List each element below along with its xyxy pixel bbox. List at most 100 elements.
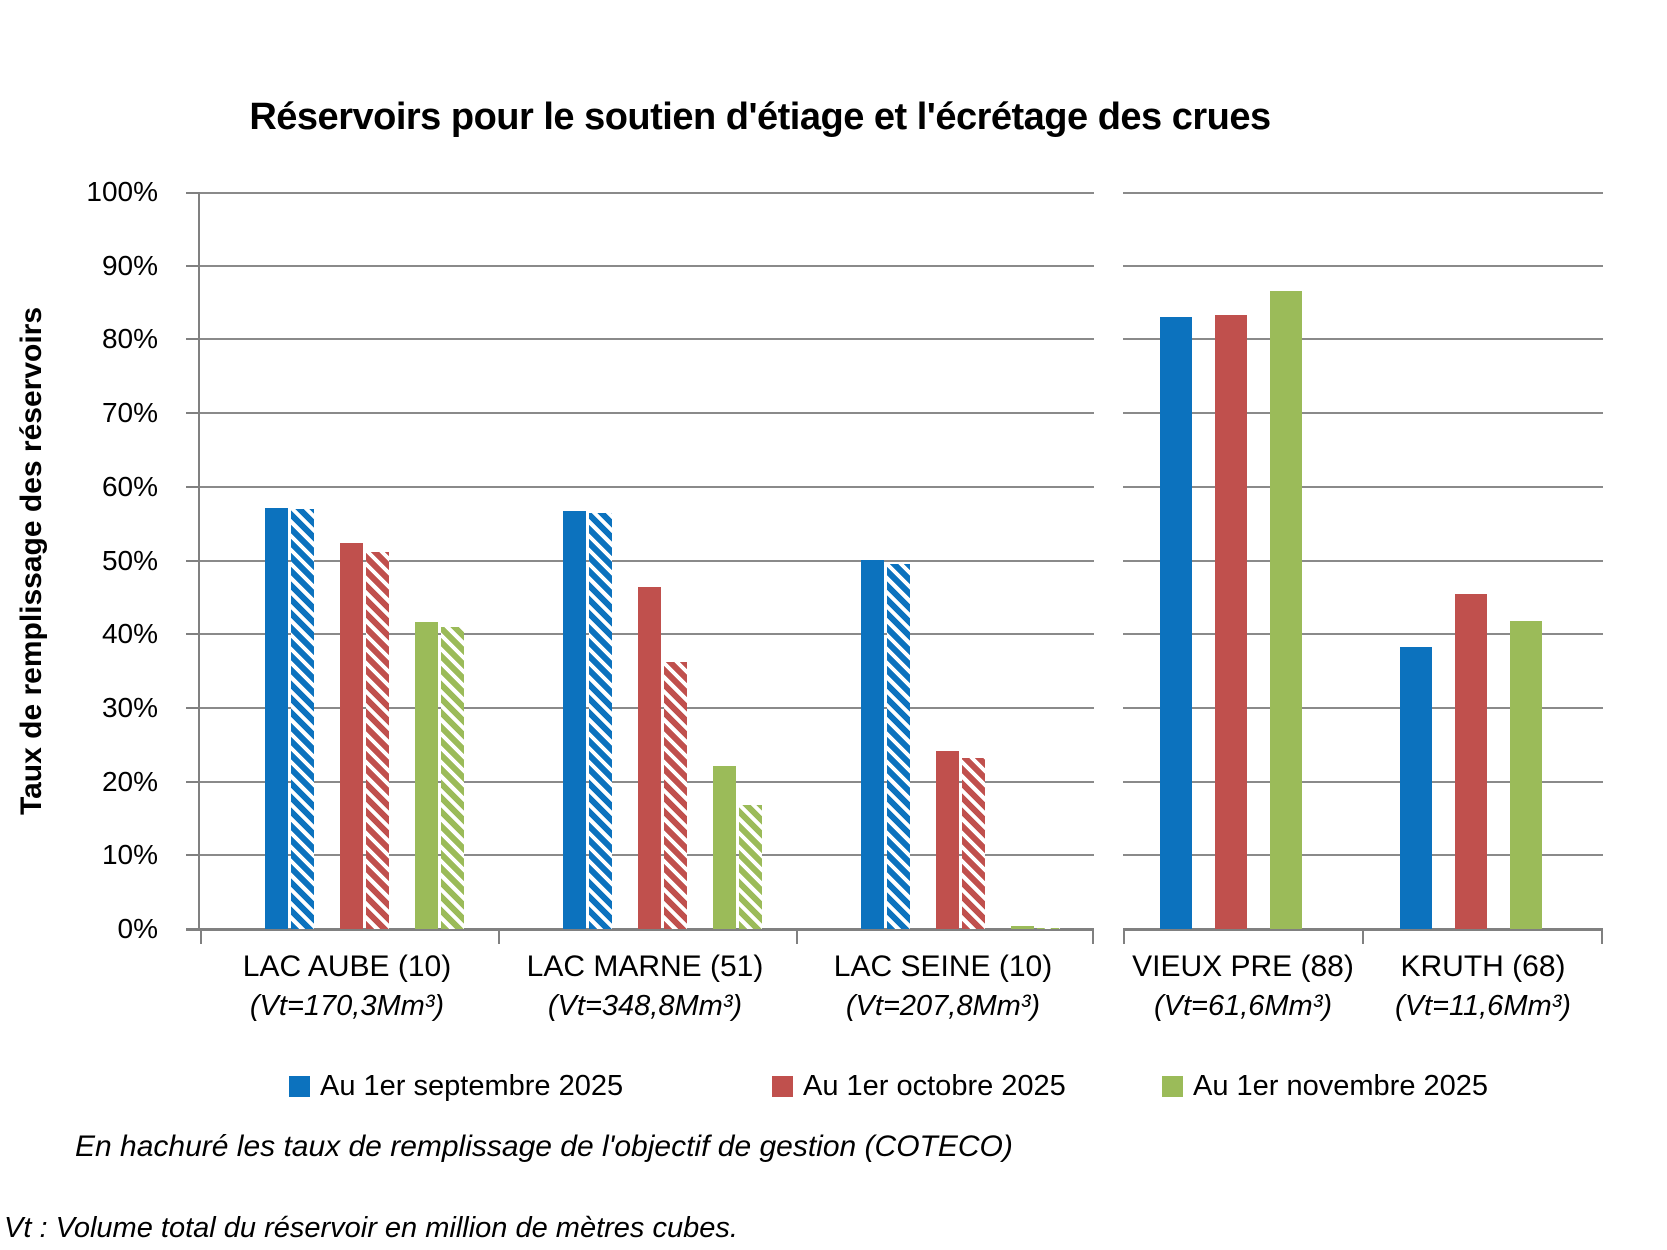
y-axis-tick [186, 485, 198, 488]
y-tick-label: 20% [101, 765, 158, 797]
y-axis-tick [186, 780, 198, 783]
bar-KRUTH (68)-serie1 [1455, 594, 1487, 929]
gridline [1123, 780, 1603, 783]
x-axis-tick [498, 929, 500, 944]
bar-KRUTH (68)-serie2 [1510, 621, 1542, 929]
gridline [1123, 633, 1603, 636]
gridline [200, 338, 1094, 341]
gridline [200, 412, 1094, 415]
category-label: VIEUX PRE (88) [1132, 950, 1354, 983]
bar-LAC MARNE (51)-serie1 [637, 587, 661, 929]
category-label: LAC MARNE (51) [526, 950, 764, 983]
bar-LAC SEINE (10)-serie1 [935, 751, 959, 929]
x-axis-tick [1092, 929, 1094, 944]
category-vt-label: (Vt=170,3Mm³) [249, 990, 445, 1022]
bar-VIEUX PRE (88)-serie0 [1160, 317, 1192, 929]
bar-objective-LAC AUBE (10)-serie2 [440, 627, 464, 929]
bar-group [1160, 291, 1302, 929]
y-axis-tick [186, 706, 198, 709]
category-label: LAC SEINE (10) [833, 950, 1053, 983]
y-axis-tick [186, 192, 198, 194]
bar-objective-LAC SEINE (10)-serie2 [1036, 928, 1060, 929]
x-axis-tick [1123, 929, 1125, 944]
bar-KRUTH (68)-serie0 [1400, 647, 1432, 929]
y-tick-label: 80% [101, 323, 158, 355]
y-axis-tick [186, 559, 198, 562]
legend-swatch-november [1162, 1076, 1183, 1097]
y-tick-label: 70% [101, 397, 158, 429]
plot-panel-left [186, 192, 1094, 944]
gridline [1123, 264, 1603, 267]
gridline [200, 192, 1094, 194]
legend-swatch-september [289, 1076, 310, 1097]
bar-group [264, 508, 464, 929]
legend-item-october: Au 1er octobre 2025 [772, 1070, 1066, 1103]
bar-group [562, 511, 762, 929]
gridline [1123, 706, 1603, 709]
y-axis-tick [186, 264, 198, 267]
x-axis-tick [796, 929, 798, 944]
gridline [1123, 485, 1603, 488]
bar-objective-LAC MARNE (51)-serie0 [588, 513, 612, 929]
gridline [200, 264, 1094, 267]
x-axis-tick [1601, 929, 1603, 944]
bar-LAC AUBE (10)-serie1 [339, 543, 363, 929]
category-vt-label: (Vt=348,8Mm³) [547, 990, 743, 1022]
gridline [200, 485, 1094, 488]
gridline [1123, 559, 1603, 562]
y-tick-label: 40% [101, 618, 158, 650]
y-tick-label: 90% [101, 249, 158, 281]
y-tick-label: 50% [101, 544, 158, 576]
bar-objective-LAC AUBE (10)-serie1 [365, 552, 389, 929]
x-axis-tick [1362, 929, 1364, 944]
category-label: LAC AUBE (10) [242, 950, 452, 983]
vt-footnote: Vt : Volume total du réservoir en millio… [4, 1212, 738, 1244]
y-tick-label: 30% [101, 691, 158, 723]
bar-LAC MARNE (51)-serie2 [712, 766, 736, 929]
y-tick-label: 60% [101, 470, 158, 502]
bar-VIEUX PRE (88)-serie1 [1215, 315, 1247, 929]
bar-LAC SEINE (10)-serie0 [860, 560, 884, 929]
category-vt-label: (Vt=207,8Mm³) [845, 990, 1041, 1022]
category-KRUTH (68) [1363, 192, 1603, 929]
bar-objective-LAC AUBE (10)-serie0 [290, 509, 314, 929]
category-vt-label: (Vt=11,6Mm³) [1395, 990, 1571, 1022]
bar-objective-LAC SEINE (10)-serie0 [886, 564, 910, 929]
bar-objective-LAC MARNE (51)-serie2 [738, 805, 762, 929]
y-axis-tick [186, 412, 198, 415]
bar-LAC SEINE (10)-serie2 [1010, 926, 1034, 929]
category-VIEUX PRE (88) [1123, 192, 1363, 929]
plot-panel-right [1123, 192, 1603, 944]
y-tick-label: 100% [86, 176, 158, 207]
bar-group [1400, 594, 1542, 929]
gridline [1123, 854, 1603, 857]
bar-objective-LAC MARNE (51)-serie1 [663, 662, 687, 929]
gridline [200, 559, 1094, 562]
x-axis-line [186, 928, 1094, 931]
legend-item-november: Au 1er novembre 2025 [1162, 1070, 1488, 1103]
legend-item-september: Au 1er septembre 2025 [289, 1070, 623, 1103]
chart-title: Réservoirs pour le soutien d'étiage et l… [249, 96, 1271, 138]
category-LAC MARNE (51) [498, 192, 796, 929]
gridline [1123, 338, 1603, 341]
category-vt-label: (Vt=61,6Mm³) [1153, 990, 1333, 1022]
legend-label: Au 1er septembre 2025 [320, 1070, 624, 1102]
x-axis-tick [200, 929, 202, 944]
y-tick-label: 10% [101, 839, 158, 871]
legend-label: Au 1er novembre 2025 [1193, 1070, 1489, 1102]
y-axis-tick [186, 854, 198, 857]
bar-group [860, 560, 1060, 929]
y-axis-tick [186, 633, 198, 636]
bar-LAC AUBE (10)-serie2 [414, 622, 438, 929]
y-axis-tick [186, 338, 198, 341]
bar-LAC MARNE (51)-serie0 [562, 511, 586, 929]
gridline [1123, 412, 1603, 415]
bar-LAC AUBE (10)-serie0 [264, 508, 288, 929]
bar-VIEUX PRE (88)-serie2 [1270, 291, 1302, 929]
category-label: KRUTH (68) [1400, 950, 1566, 983]
legend-label: Au 1er octobre 2025 [803, 1070, 1066, 1102]
legend-swatch-october [772, 1076, 793, 1097]
y-tick-label: 0% [117, 913, 158, 944]
gridline [1123, 192, 1603, 194]
